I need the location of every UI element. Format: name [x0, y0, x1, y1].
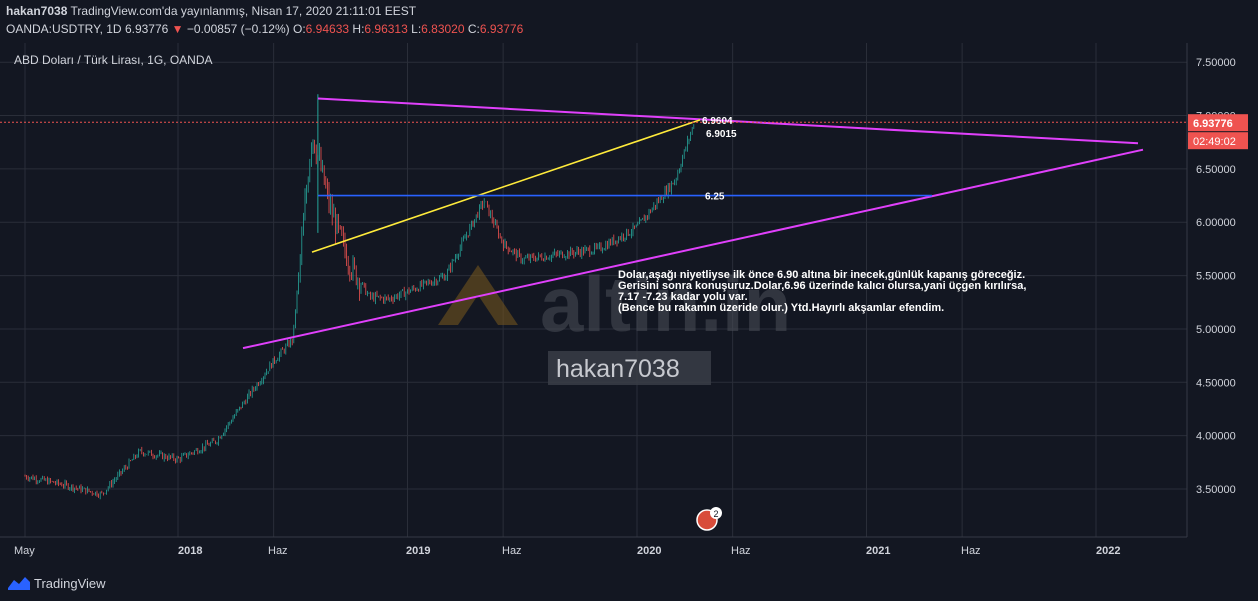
price-tick: 6.50000 [1196, 164, 1236, 176]
level-label-1: 6.9604 [702, 116, 733, 127]
symbol-label[interactable]: OANDA:USDTRY, 1D [6, 22, 122, 36]
close-value: 6.93776 [479, 22, 524, 36]
watermark-author: hakan7038 [556, 355, 680, 383]
high-value: 6.96313 [364, 22, 408, 36]
countdown-label: 02:49:02 [1193, 136, 1236, 148]
level-label-2: 6.9015 [706, 129, 737, 140]
countdown-box [1188, 132, 1248, 150]
time-tick: Haz [731, 545, 751, 557]
time-tick: Haz [961, 545, 981, 557]
price-label: 6.93776 [1193, 118, 1233, 130]
chart-title: ABD Doları / Türk Lirası, 1G, OANDA [14, 53, 213, 67]
candles [24, 124, 695, 500]
triangle-upper-line [317, 97, 1139, 145]
chart-header: hakan7038 TradingView.com'da yayınlanmış… [0, 0, 1258, 40]
price-tick: 6.00000 [1196, 217, 1236, 229]
change-value: −0.00857 (−0.12%) [186, 22, 290, 36]
event-count: 2 [713, 509, 718, 519]
time-tick: Haz [268, 545, 288, 557]
price-label-box [1188, 114, 1248, 132]
publish-info: TradingView.com'da yayınlanmış, Nisan 17… [70, 4, 417, 18]
high-label: H: [352, 22, 365, 36]
open-label: O: [293, 22, 306, 36]
low-label: L: [411, 22, 422, 36]
watermark-site: altin.in [540, 260, 791, 348]
watermark-author-box [548, 351, 711, 385]
publish-line: hakan7038 TradingView.com'da yayınlanmış… [6, 4, 416, 18]
footer: TradingView [0, 568, 106, 598]
triangle-lower-line [242, 148, 1144, 350]
time-tick: 2020 [637, 545, 661, 557]
price-tick: 4.50000 [1196, 377, 1236, 389]
watermark-logo [438, 265, 518, 325]
note-line: 7.17 -7.23 kadar yolu var. [618, 291, 748, 303]
price-tick: 7.50000 [1196, 57, 1236, 69]
time-tick: 2022 [1096, 545, 1120, 557]
low-value: 6.83020 [421, 22, 465, 36]
price-chart[interactable]: altin.in hakan7038 6.9604 6.9015 6.25 Dolar,a… [0, 43, 1258, 568]
price-tick: 3.50000 [1196, 484, 1236, 496]
level-label-3: 6.25 [705, 192, 725, 203]
close-label: C: [467, 22, 480, 36]
event-count-bubble [710, 507, 722, 519]
symbol-line: OANDA:USDTRY, 1D 6.93776 ▼ −0.00857 (−0.… [6, 22, 523, 36]
yellow-trend-line [311, 119, 701, 253]
author-name[interactable]: hakan7038 [6, 4, 68, 18]
price-tick: 5.50000 [1196, 271, 1236, 283]
tradingview-logo-icon[interactable] [8, 576, 30, 590]
down-arrow-icon: ▼ [171, 22, 184, 36]
note-line: (Bence bu rakamın üzeride olur.) Ytd.Hay… [618, 302, 944, 314]
price-tick: 5.00000 [1196, 324, 1236, 336]
tradingview-brand[interactable]: TradingView [34, 575, 106, 591]
last-price: 6.93776 [124, 22, 169, 36]
time-tick: May [14, 545, 35, 557]
time-tick: Haz [502, 545, 522, 557]
time-tick: 2019 [406, 545, 430, 557]
note-line: Gerisini sonra konuşuruz.Dolar,6.96 üzer… [618, 280, 1026, 292]
watermark-logo-shape [438, 265, 518, 325]
time-tick: 2018 [178, 545, 202, 557]
open-value: 6.94633 [305, 22, 350, 36]
time-tick: 2021 [866, 545, 890, 557]
price-tick: 4.00000 [1196, 431, 1236, 443]
note-line: Dolar,aşağı niyetliyse ilk önce 6.90 alt… [618, 269, 1025, 281]
